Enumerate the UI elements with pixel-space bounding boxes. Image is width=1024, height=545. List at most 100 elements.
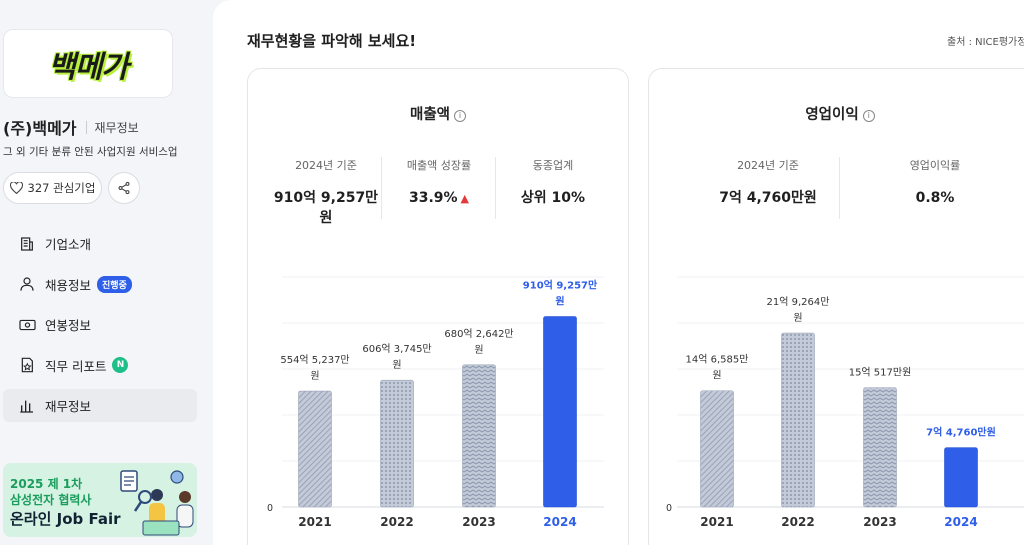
sidebar-item-label: 기업소개 [45, 237, 92, 252]
bar-data-label-unit: 원 [310, 370, 319, 382]
bar-data-label-unit: 원 [392, 359, 401, 371]
bar-2022[interactable] [781, 332, 815, 508]
x-tick-label: 2021 [298, 515, 331, 529]
company-logo: 백메가 [3, 29, 173, 98]
banner-line: 온라인 Job Fair [10, 510, 121, 528]
x-tick-label: 2021 [700, 515, 733, 529]
metric-label: 매출액 성장률 [406, 159, 472, 172]
building-icon [18, 235, 36, 253]
sidebar-item-label: 채용정보 [45, 277, 92, 293]
bar-2024[interactable] [944, 447, 978, 508]
bar-data-label: 7억 4,760만원 [926, 426, 996, 439]
y-tick-label: 0 [267, 503, 273, 514]
bar-data-label-unit: 원 [712, 370, 721, 382]
up-triangle-icon: ▲ [460, 192, 470, 205]
sidebar-item-label: 연봉정보 [45, 318, 92, 333]
company-tag: 재무정보 [94, 120, 139, 135]
sidebar-item-company-intro[interactable]: 기업소개 [3, 227, 197, 260]
bar-2022[interactable] [380, 379, 414, 508]
sidebar: 백메가 (주)백메가 재무정보 그 외 기타 분류 안된 사업지원 서비스업 3… [0, 0, 213, 545]
x-tick-label: 2023 [462, 515, 495, 529]
x-tick-label: 2024 [944, 515, 977, 529]
metric-base-year: 2024년 기준 910억 9,257만 원 [262, 157, 390, 228]
follow-label: 327 관심기업 [27, 181, 96, 195]
divider [85, 120, 87, 134]
metric-operating-margin: 영업이익률 0.8% [840, 157, 1024, 208]
metric-label: 영업이익률 [909, 159, 961, 172]
metric-label: 2024년 기준 [737, 159, 799, 172]
bar-data-label: 680억 2,642만 [444, 328, 513, 340]
sidebar-item-job-report[interactable]: 직무 리포트 N [3, 349, 197, 382]
company-header: (주)백메가 재무정보 [3, 115, 139, 139]
bar-2021[interactable] [298, 390, 332, 508]
bar-data-label-unit: 원 [474, 344, 483, 356]
x-tick-label: 2024 [543, 515, 576, 529]
info-icon[interactable]: i [862, 110, 875, 122]
bar-2024[interactable] [543, 316, 577, 508]
share-icon [118, 181, 130, 195]
metric-value-row: 33.9% ▲ [382, 188, 496, 209]
operating-title: 영업이익 [805, 107, 859, 123]
banner-line: 2025 제 1차 [10, 477, 83, 491]
divider [381, 157, 382, 219]
report-star-icon [18, 356, 36, 374]
bar-data-label-unit: 원 [793, 312, 802, 324]
logo-text: 백메가 [48, 49, 129, 85]
metric-value: 7억 4,760만원 [719, 190, 817, 206]
sidebar-item-label: 재무정보 [45, 399, 92, 414]
bar-data-label: 554억 5,237만 [280, 354, 349, 366]
status-badge: 진행중 [97, 275, 132, 293]
metric-value: 33.9% [408, 190, 458, 206]
divider [839, 157, 840, 219]
card-title: 영업이익 i [649, 103, 1024, 124]
metric-label: 2024년 기준 [295, 159, 357, 172]
card-title: 매출액 i [248, 103, 628, 124]
bar-data-label: 606억 3,745만 [362, 343, 431, 355]
people-illustration-icon [120, 470, 194, 536]
share-button[interactable] [108, 172, 140, 204]
sidebar-item-label: 직무 리포트 [45, 358, 107, 374]
banner-line: 삼성전자 협력사 [10, 493, 92, 507]
metric-base-year: 2024년 기준 7억 4,760만원 [697, 157, 839, 208]
heart-icon [9, 182, 23, 194]
bar-2023[interactable] [462, 364, 496, 508]
company-name: (주)백메가 [3, 119, 77, 138]
bar-2023[interactable] [863, 387, 897, 508]
y-tick-label: 0 [666, 503, 672, 514]
bar-chart-icon [18, 397, 36, 415]
bar-data-label: 21억 9,264만 [767, 296, 830, 308]
info-icon[interactable]: i [454, 110, 467, 122]
metric-growth-rate: 매출액 성장률 33.9% ▲ [382, 157, 496, 209]
job-fair-banner[interactable]: 2025 제 1차 삼성전자 협력사 온라인 Job Fair [3, 463, 197, 537]
x-tick-label: 2022 [781, 515, 814, 529]
metric-label: 동종업계 [532, 159, 574, 172]
x-tick-label: 2022 [380, 515, 413, 529]
x-tick-label: 2023 [863, 515, 896, 529]
sidebar-item-salary[interactable]: 연봉정보 [3, 308, 197, 341]
bar-2021[interactable] [700, 390, 734, 508]
bar-data-label: 15억 517만원 [849, 367, 912, 379]
metric-value: 910억 9,257만 원 [273, 190, 379, 226]
new-badge: N [112, 357, 129, 373]
sidebar-item-financials[interactable]: 재무정보 [3, 389, 197, 422]
money-icon [18, 316, 36, 334]
person-icon [18, 275, 36, 293]
bar-data-label: 14억 6,585만 [686, 354, 749, 366]
bar-data-label-unit: 원 [555, 295, 564, 308]
sidebar-nav: 기업소개 채용정보 진행중 연봉정보 직무 리포트 N 재무정보 [3, 227, 197, 430]
bar-data-label: 910억 9,257만 [523, 279, 598, 292]
sidebar-item-jobs[interactable]: 채용정보 진행중 [3, 268, 197, 301]
divider [495, 157, 496, 219]
revenue-title: 매출액 [409, 107, 451, 123]
metric-value: 상위 10% [520, 190, 586, 206]
main-content: 재무현황을 파악해 보세요! 출처 : NICE평가정 매출액 i 2024년 기… [213, 0, 1024, 545]
section-title: 재무현황을 파악해 보세요! [247, 32, 417, 50]
metric-value: 0.8% [915, 190, 955, 206]
company-description: 그 외 기타 분류 안된 사업지원 서비스업 [3, 146, 178, 158]
follow-company-button[interactable]: 327 관심기업 [3, 172, 102, 204]
metric-industry-rank: 동종업계 상위 10% [496, 157, 610, 208]
data-source-note: 출처 : NICE평가정 [947, 37, 1024, 48]
revenue-card: 매출액 i 2024년 기준 910억 9,257만 원 매출액 성장률 33.9… [247, 68, 629, 545]
